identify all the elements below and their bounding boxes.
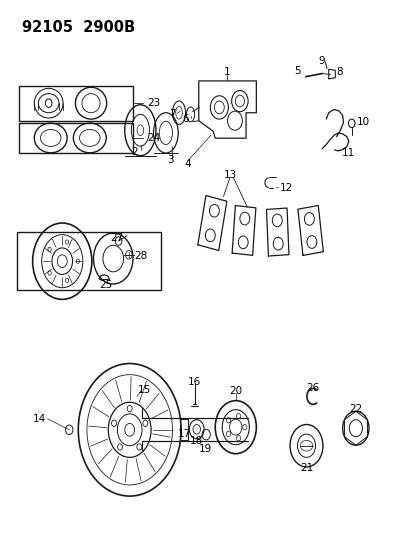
Text: 26: 26 (306, 383, 319, 393)
Text: 28: 28 (134, 251, 147, 261)
Text: 9: 9 (318, 56, 325, 66)
Text: 18: 18 (190, 437, 203, 447)
Text: 10: 10 (356, 117, 369, 127)
Bar (180, 419, 188, 440)
Text: 5: 5 (294, 67, 300, 76)
Text: 27: 27 (109, 233, 123, 243)
Text: 19: 19 (198, 444, 211, 454)
Text: 21: 21 (299, 463, 312, 473)
Text: 8: 8 (335, 68, 342, 77)
Text: 25: 25 (100, 279, 113, 289)
Text: 11: 11 (342, 148, 355, 158)
Text: 17: 17 (177, 429, 190, 439)
Text: 22: 22 (349, 403, 362, 414)
Text: 13: 13 (223, 171, 236, 180)
Text: 20: 20 (229, 386, 242, 396)
Text: 4: 4 (183, 159, 190, 168)
Text: 1: 1 (223, 68, 230, 77)
Bar (19, 123, 133, 152)
Text: 23: 23 (147, 98, 160, 108)
Text: 15: 15 (138, 384, 151, 394)
Text: 24: 24 (147, 133, 160, 143)
Text: 92105  2900B: 92105 2900B (22, 20, 135, 35)
Text: 16: 16 (188, 377, 201, 387)
Bar (19, 86, 133, 120)
Text: 3: 3 (166, 156, 173, 165)
Text: 7: 7 (169, 109, 176, 119)
Text: 14: 14 (33, 414, 46, 424)
Text: 12: 12 (280, 183, 293, 193)
Text: 2: 2 (131, 147, 138, 157)
Bar (17, 232, 161, 290)
Text: 6: 6 (182, 114, 189, 124)
